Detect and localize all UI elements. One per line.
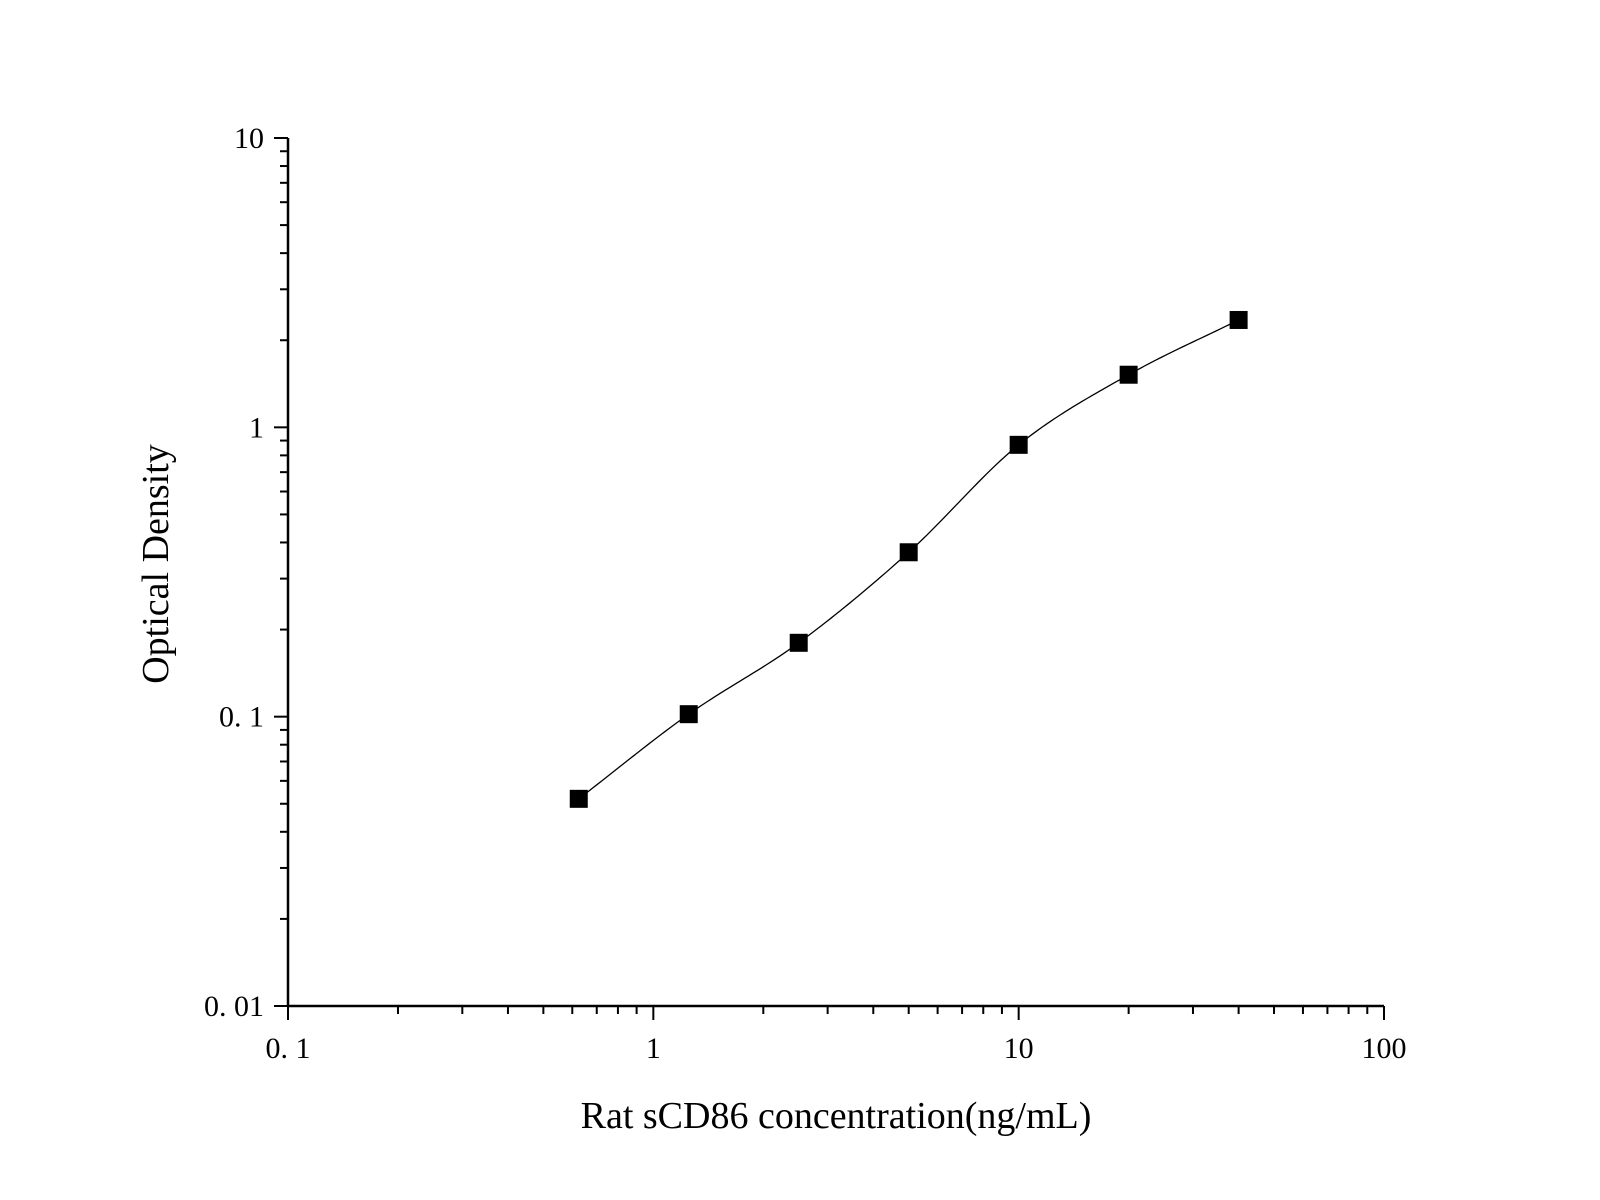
- y-axis-title: Optical Density: [135, 444, 177, 684]
- x-tick-label: 1: [646, 1032, 661, 1065]
- y-tick-label: 10: [234, 122, 264, 155]
- data-point: [899, 543, 918, 562]
- data-point: [1119, 365, 1138, 384]
- data-point: [679, 705, 698, 724]
- data-point: [1009, 435, 1028, 454]
- x-axis-title: Rat sCD86 concentration(ng/mL): [581, 1095, 1092, 1137]
- data-point: [789, 633, 808, 652]
- x-tick-label: 10: [1004, 1032, 1034, 1065]
- y-tick-label: 1: [249, 411, 264, 444]
- x-tick-label: 100: [1362, 1032, 1407, 1065]
- y-tick-label: 0. 01: [204, 990, 264, 1023]
- data-point: [1229, 310, 1248, 329]
- x-tick-label: 0. 1: [266, 1032, 311, 1065]
- y-tick-label: 0. 1: [219, 701, 264, 734]
- data-point: [569, 789, 588, 808]
